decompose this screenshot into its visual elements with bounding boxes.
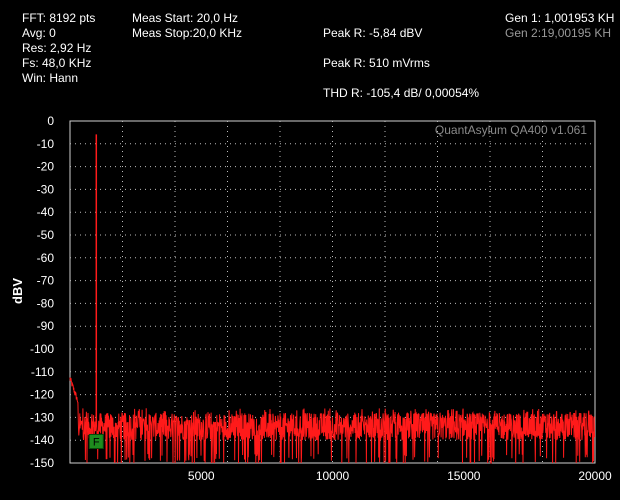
fft-size-readout: FFT: 8192 pts [22,11,96,25]
y-tick-label: -20 [37,160,55,174]
y-tick-label: -30 [37,182,55,196]
y-axis-label: dBV [10,278,25,304]
x-tick-label: 15000 [447,469,481,483]
y-tick-label: -100 [30,342,54,356]
window-readout: Win: Hann [22,71,79,85]
y-tick-label: -50 [37,228,55,242]
y-tick-label: -70 [37,274,55,288]
y-tick-label: -110 [31,365,54,379]
y-tick-label: -150 [30,456,54,470]
fundamental-marker-label: F [93,437,100,449]
gen2-readout: Gen 2:19,00195 KH [505,26,612,40]
x-tick-label: 10000 [316,469,350,483]
peak-mvrms-readout: Peak R: 510 mVrms [323,56,430,70]
x-tick-label: 20000 [578,469,612,483]
resolution-readout: Res: 2,92 Hz [22,41,92,55]
trace-layer: F [69,134,595,464]
y-tick-label: -60 [37,251,55,265]
y-tick-label: 0 [47,114,54,128]
sample-rate-readout: Fs: 48,0 KHz [22,56,92,70]
y-tick-label: -90 [37,319,55,333]
fundamental-marker [88,434,104,449]
y-tick-label: -80 [37,296,55,310]
y-tick-label: -10 [37,137,55,151]
y-tick-label: -130 [30,410,54,424]
peak-dbv-readout: Peak R: -5,84 dBV [323,26,423,40]
thd-readout: THD R: -105,4 dB/ 0,00054% [323,86,480,100]
y-tick-label: -140 [30,433,54,447]
meas-stop-readout: Meas Stop:20,0 KHz [132,26,243,40]
grid [69,120,596,464]
x-tick-label: 5000 [188,469,215,483]
meas-start-readout: Meas Start: 20,0 Hz [132,11,239,25]
y-tick-label: -40 [37,205,55,219]
axis-layer: 0 -10 -20 -30 -40 -50 -60 -70 -80 -90 -100 -110 -120… [30,114,612,483]
y-tick-label: -120 [30,388,54,402]
watermark: QuantAsylum QA400 v1.061 [435,123,587,137]
averaging-readout: Avg: 0 [22,26,56,40]
noise-floor-trace [69,377,595,464]
gen1-readout: Gen 1: 1,001953 KH [505,11,615,25]
